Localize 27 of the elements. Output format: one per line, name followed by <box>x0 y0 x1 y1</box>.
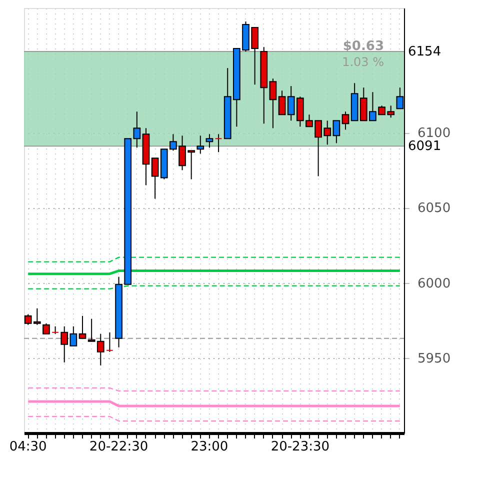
y-tick-label: 6050 <box>418 201 451 216</box>
annotation: $0.63 <box>342 39 384 54</box>
ref-line-label: 6091 <box>408 139 442 154</box>
x-tick-label: 20-23:30 <box>270 440 330 454</box>
y-tick-label: 6000 <box>418 276 451 292</box>
ref-line-label: 6154 <box>408 44 442 60</box>
candlestick <box>269 78 277 129</box>
x-tick-label: 23:00 <box>190 440 228 454</box>
candlestick <box>342 111 350 130</box>
candlestick <box>78 315 86 339</box>
y-tick-label: 5950 <box>418 351 451 366</box>
x-tick-label: 20-22:30 <box>89 440 148 454</box>
candlestick <box>214 134 222 153</box>
candlestick <box>151 158 159 200</box>
candlestick <box>278 90 286 116</box>
candlestick <box>106 332 114 352</box>
annotation: 1.03 % <box>342 55 384 69</box>
candlestick <box>332 120 340 144</box>
candlestick <box>60 326 68 363</box>
candlestick <box>206 134 214 148</box>
candlestick <box>70 326 78 346</box>
candlestick <box>88 318 96 342</box>
x-tick-label: 04:30 <box>9 440 47 454</box>
candlestick <box>96 333 104 366</box>
candlestick <box>42 322 50 334</box>
y-tick-label: 6100 <box>418 126 451 142</box>
candlestick <box>196 135 204 154</box>
